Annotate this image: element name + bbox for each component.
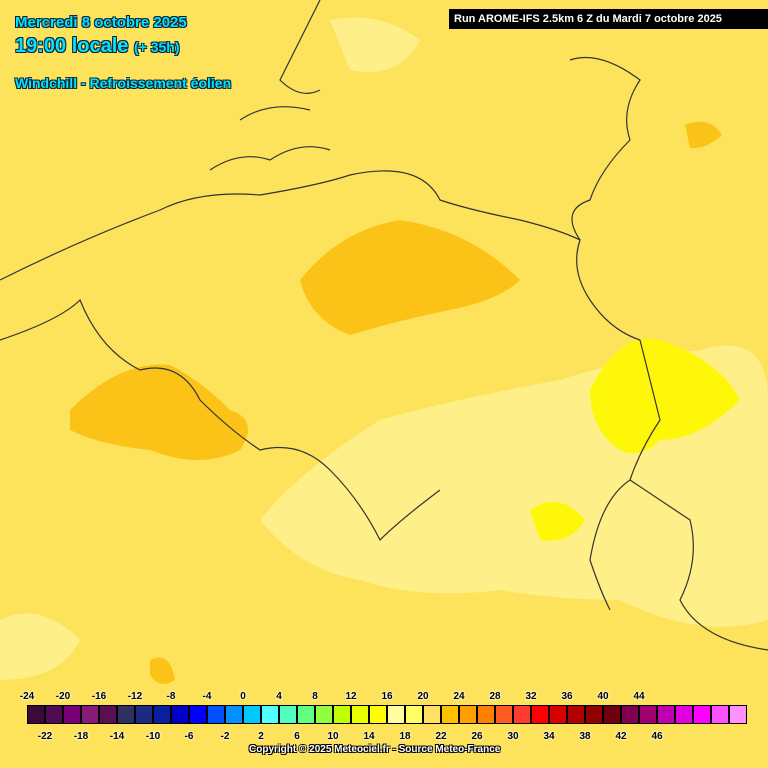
legend-label: -10: [145, 731, 161, 742]
legend-swatch: [45, 705, 63, 724]
copyright: Copyright © 2025 Meteociel.fr - Source M…: [249, 744, 501, 755]
legend-swatch: [423, 705, 441, 724]
legend-label: -22: [37, 731, 53, 742]
legend-swatch: [189, 705, 207, 724]
legend-swatch: [549, 705, 567, 724]
legend-swatch: [171, 705, 189, 724]
legend-label: -20: [55, 691, 71, 702]
legend-label: 44: [633, 691, 645, 702]
legend-swatch: [243, 705, 261, 724]
legend-swatch: [81, 705, 99, 724]
legend-swatch: [693, 705, 711, 724]
legend-swatch: [333, 705, 351, 724]
legend-swatch: [99, 705, 117, 724]
legend-swatch: [135, 705, 153, 724]
legend-label: 16: [381, 691, 393, 702]
legend-swatch: [639, 705, 657, 724]
legend-label: 46: [651, 731, 663, 742]
legend-swatch: [657, 705, 675, 724]
legend-swatch: [63, 705, 81, 724]
legend-swatch: [459, 705, 477, 724]
legend-swatch: [621, 705, 639, 724]
legend-swatch: [603, 705, 621, 724]
legend-swatch: [117, 705, 135, 724]
legend-label: 26: [471, 731, 483, 742]
legend-label: -2: [220, 731, 230, 742]
legend-label: 14: [363, 731, 375, 742]
legend-label: 0: [240, 691, 246, 702]
field-dark: [70, 121, 722, 684]
legend-label: 32: [525, 691, 537, 702]
legend-swatch: [585, 705, 603, 724]
legend-label: 12: [345, 691, 357, 702]
legend-swatch: [495, 705, 513, 724]
legend-label: -6: [184, 731, 194, 742]
legend-label: 24: [453, 691, 465, 702]
legend-label: -12: [127, 691, 143, 702]
legend-label: -4: [202, 691, 212, 702]
legend-label: -14: [109, 731, 125, 742]
legend-swatch: [567, 705, 585, 724]
legend-label: 6: [294, 731, 300, 742]
legend-swatch: [27, 705, 45, 724]
legend-label: 42: [615, 731, 627, 742]
lead: (+ 35h): [133, 39, 180, 55]
legend-label: -8: [166, 691, 176, 702]
field-bright: [530, 338, 740, 541]
date: Mercredi 8 octobre 2025: [15, 14, 187, 31]
legend-label: 30: [507, 731, 519, 742]
legend-label: 18: [399, 731, 411, 742]
legend-label: 38: [579, 731, 591, 742]
legend-swatch: [207, 705, 225, 724]
legend-label: -18: [73, 731, 89, 742]
legend-label: 28: [489, 691, 501, 702]
legend-swatch: [297, 705, 315, 724]
legend-label: 22: [435, 731, 447, 742]
legend-label: 10: [327, 731, 339, 742]
legend-swatch: [513, 705, 531, 724]
legend-swatch: [531, 705, 549, 724]
legend-swatch: [387, 705, 405, 724]
legend-swatch: [441, 705, 459, 724]
legend-label: 4: [276, 691, 282, 702]
legend-swatch: [279, 705, 297, 724]
parameter: Windchill - Refroissement éolien: [15, 75, 232, 91]
legend-label: 36: [561, 691, 573, 702]
legend-swatch: [405, 705, 423, 724]
borders: [0, 0, 768, 651]
legend-swatch: [153, 705, 171, 724]
legend-swatch: [711, 705, 729, 724]
legend-swatch: [675, 705, 693, 724]
legend-swatch: [261, 705, 279, 724]
legend-swatch: [351, 705, 369, 724]
legend-swatch: [477, 705, 495, 724]
time: 19:00 locale (+ 35h): [15, 35, 180, 58]
legend-label: 2: [258, 731, 264, 742]
legend: [0, 686, 768, 768]
legend-label: 40: [597, 691, 609, 702]
legend-swatch: [369, 705, 387, 724]
legend-label: 20: [417, 691, 429, 702]
legend-label: -24: [19, 691, 35, 702]
legend-swatch: [225, 705, 243, 724]
legend-label: -16: [91, 691, 107, 702]
run-info: Run AROME-IFS 2.5km 6 Z du Mardi 7 octob…: [449, 9, 768, 29]
legend-label: 8: [312, 691, 318, 702]
legend-label: 34: [543, 731, 555, 742]
legend-swatch: [315, 705, 333, 724]
time-text: 19:00 locale: [15, 35, 129, 57]
legend-swatch: [729, 705, 747, 724]
